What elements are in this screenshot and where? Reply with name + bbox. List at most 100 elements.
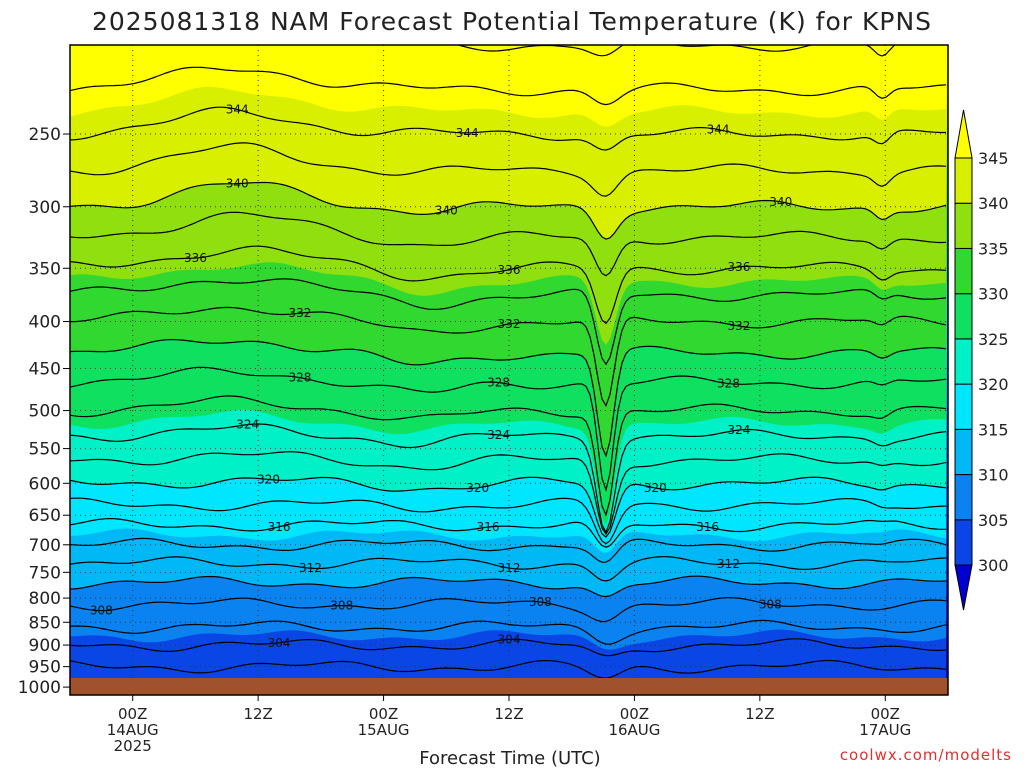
x-tick-label: 2025 <box>114 737 152 755</box>
colorbar-label: 320 <box>978 375 1009 394</box>
contour-label: 324 <box>487 428 510 442</box>
contour-line-322 <box>70 451 947 536</box>
y-tick-label: 950 <box>29 658 61 678</box>
colorbar-label: 340 <box>978 194 1009 213</box>
y-tick-label: 550 <box>29 440 61 460</box>
y-tick-label: 750 <box>29 563 61 583</box>
contour-label: 320 <box>644 481 667 495</box>
contour-line-330 <box>70 339 947 458</box>
y-tick-label: 250 <box>29 125 61 145</box>
y-tick-label: 650 <box>29 506 61 526</box>
contour-label: 316 <box>696 520 719 534</box>
y-tick-label: 500 <box>29 402 61 422</box>
contour-label: 320 <box>257 472 280 486</box>
y-tick-label: 450 <box>29 360 61 380</box>
contour-label: 320 <box>466 481 489 495</box>
colorbar-label: 300 <box>978 556 1009 575</box>
contour-label: 308 <box>529 595 552 609</box>
colorbar-segment-310 <box>954 428 973 476</box>
contour-label: 332 <box>498 317 521 331</box>
y-tick-label: 700 <box>29 536 61 556</box>
colorbar: 300 305 310 315 320 325 330 335 340 345 <box>954 109 1009 611</box>
contour-line-340 <box>70 181 947 240</box>
colorbar-segment-305 <box>954 474 973 521</box>
contour-line-328 <box>70 366 947 493</box>
contour-line-342 <box>70 142 947 197</box>
y-tick-label: 850 <box>29 613 61 633</box>
contour-line-338 <box>70 211 947 277</box>
contour-label: 336 <box>727 260 750 274</box>
contour-line-324 <box>70 423 947 534</box>
contour-label: 328 <box>487 376 510 390</box>
contour-label: 312 <box>498 561 521 575</box>
contour-label: 308 <box>759 598 782 612</box>
colorbar-segment-300 <box>954 519 973 566</box>
grid-layer <box>70 45 948 695</box>
y-tick-label: 350 <box>29 259 61 279</box>
contour-line-344 <box>70 106 946 151</box>
contour-label: 308 <box>90 604 113 618</box>
contour-line-310 <box>70 575 947 598</box>
colorbar-label: 305 <box>978 511 1009 530</box>
x-tick-label: 12Z <box>745 705 774 723</box>
contour-line-318 <box>70 497 946 545</box>
contour-label: 332 <box>288 306 311 320</box>
contour-label: 328 <box>717 377 740 391</box>
contour-line-312 <box>70 556 947 582</box>
contour-line-302 <box>70 659 947 679</box>
colorbar-label: 310 <box>978 466 1009 485</box>
colorbar-top-arrow <box>954 109 973 159</box>
contour-label: 340 <box>435 204 458 218</box>
contour-line-320 <box>70 476 947 538</box>
contour-label: 340 <box>769 195 792 209</box>
x-tick-label: 00Z <box>620 705 649 723</box>
x-tick-label: 14AUG <box>107 721 159 739</box>
x-tick-label: 17AUG <box>859 721 911 739</box>
x-tick-label: 16AUG <box>608 721 660 739</box>
contour-line-308 <box>70 597 947 623</box>
colorbar-label: 325 <box>978 330 1009 349</box>
contour-label: 304 <box>498 632 521 646</box>
y-tick-label: 800 <box>29 589 61 609</box>
contour-label: 336 <box>498 263 521 277</box>
x-tick-label: 00Z <box>369 705 398 723</box>
y-tick-label: 1000 <box>18 678 61 698</box>
y-tick-label: 900 <box>29 636 61 656</box>
contour-line-346 <box>70 66 947 106</box>
x-tick-label: 12Z <box>243 705 272 723</box>
colorbar-label: 330 <box>978 285 1009 304</box>
colorbar-label: 315 <box>978 420 1009 439</box>
y-tick-label: 300 <box>29 198 61 218</box>
contour-label: 324 <box>236 418 259 432</box>
contour-label: 344 <box>707 122 730 136</box>
contour-line-348 <box>455 45 896 57</box>
x-axis-label: Forecast Time (UTC) <box>419 748 600 768</box>
contour-label: 316 <box>268 520 291 534</box>
y-axis: 250 300 350 400 450 500 550 600 650 700 750 800 850 9… <box>18 125 70 698</box>
colorbar-segment-315 <box>954 383 973 430</box>
contour-line-336 <box>70 245 947 325</box>
y-tick-label: 400 <box>29 313 61 333</box>
colorbar-segment-320 <box>954 338 973 385</box>
credit-text: coolwx.com/modelts <box>840 746 1012 764</box>
colorbar-segment-335 <box>954 202 973 249</box>
contour-line-306 <box>70 619 947 645</box>
colorbar-segment-325 <box>954 293 973 340</box>
contour-layer <box>70 45 947 695</box>
contour-line-332 <box>70 306 947 408</box>
contour-label: 340 <box>226 177 249 191</box>
colorbar-label: 335 <box>978 239 1009 258</box>
colorbar-segment-340 <box>954 157 973 204</box>
x-tick-label: 12Z <box>494 705 523 723</box>
contour-line-326 <box>70 395 947 517</box>
contour-label: 308 <box>330 599 353 613</box>
colorbar-segment-330 <box>954 247 973 295</box>
contour-label: 328 <box>288 371 311 385</box>
contour-label: 332 <box>727 319 750 333</box>
contour-label: 312 <box>299 561 322 575</box>
contour-label: 324 <box>727 423 750 437</box>
colorbar-bottom-arrow <box>954 564 973 611</box>
contour-label: 344 <box>226 102 249 116</box>
contour-label: 336 <box>184 251 207 265</box>
